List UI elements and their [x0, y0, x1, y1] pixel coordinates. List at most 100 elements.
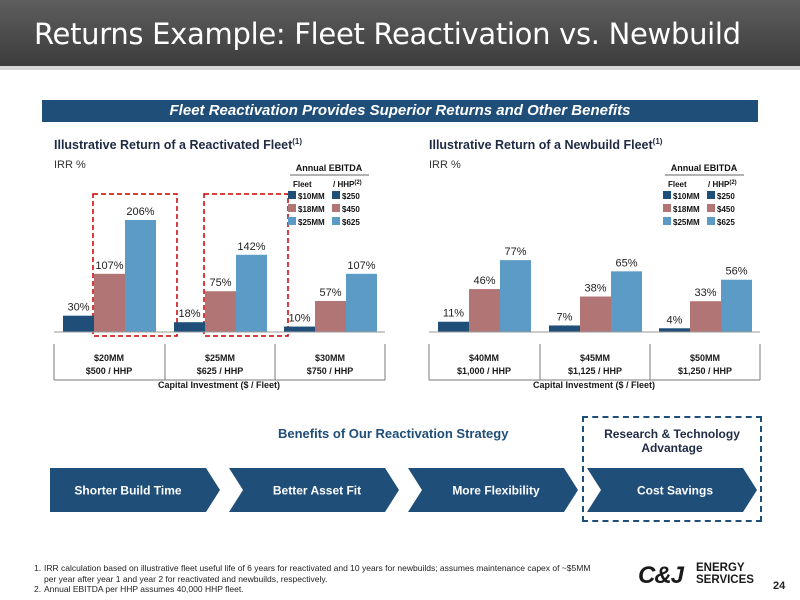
- y-axis-label: IRR %: [429, 159, 461, 171]
- x-tick-sublabel: $1,000 / HHP: [457, 366, 511, 376]
- legend-label: $25MM: [298, 218, 325, 227]
- bar: [690, 301, 721, 332]
- legend-swatch: [288, 204, 296, 212]
- research-technology-box: [582, 416, 762, 522]
- footnote-number: 1.: [34, 563, 42, 573]
- legend-swatch: [663, 191, 671, 199]
- chevron-label: More Flexibility: [452, 484, 540, 498]
- x-axis-label: Capital Investment ($ / Fleet): [533, 380, 655, 390]
- x-tick-label: $25MM: [205, 353, 235, 363]
- data-label: 65%: [615, 257, 637, 269]
- data-label: 11%: [443, 308, 464, 320]
- page-number: 24: [773, 580, 786, 592]
- chevron-label: Better Asset Fit: [273, 484, 361, 498]
- chevron-cost-savings: Cost Savings: [587, 468, 757, 512]
- legend-label: $250: [717, 192, 735, 201]
- legend-col-header: Fleet: [668, 180, 687, 189]
- legend-footnote-ref: (2): [729, 180, 736, 186]
- legend-label: $18MM: [298, 205, 325, 214]
- reactivated-fleet-chart: IRR % 30% 107% 206% 18% 75% 142% 10% 57% 107% $20M…: [53, 159, 386, 390]
- chevron-shorter-build-time: Shorter Build Time: [50, 468, 220, 512]
- bar: [469, 289, 500, 332]
- legend-label: $450: [717, 205, 735, 214]
- y-axis-label: IRR %: [54, 159, 86, 171]
- data-label: 77%: [504, 246, 526, 258]
- x-axis-label: Capital Investment ($ / Fleet): [158, 380, 280, 390]
- chart-title-text: Illustrative Return of a Newbuild Fleet: [429, 138, 653, 153]
- bar: [174, 322, 205, 332]
- legend-label: $25MM: [673, 218, 700, 227]
- bar: [500, 260, 531, 332]
- legend-label: $10MM: [298, 192, 325, 201]
- bar: [125, 220, 156, 332]
- bar: [346, 273, 377, 332]
- x-tick-sublabel: $1,125 / HHP: [568, 366, 622, 376]
- highlight-box: [92, 193, 178, 337]
- legend-label: $250: [342, 192, 360, 201]
- x-tick-label: $40MM: [469, 353, 499, 363]
- bar: [205, 291, 236, 332]
- logo-mark: C&J: [638, 562, 685, 589]
- x-tick-label: $50MM: [690, 353, 720, 363]
- legend-col-header: / HHP(2): [333, 180, 362, 189]
- data-label: 56%: [725, 266, 747, 278]
- research-heading-line: Research & Technology: [604, 427, 740, 441]
- chart-title-reactivated: Illustrative Return of a Reactivated Fle…: [54, 137, 302, 152]
- x-tick-sublabel: $1,250 / HHP: [678, 366, 732, 376]
- company-logo: C&J ENERGY SERVICES: [638, 562, 754, 589]
- legend-label: $18MM: [673, 205, 700, 214]
- bar: [284, 326, 315, 332]
- data-label: 142%: [237, 241, 265, 253]
- legend-swatch: [707, 191, 715, 199]
- header-divider: [0, 66, 800, 70]
- legend-label: $625: [717, 218, 735, 227]
- x-tick-sublabel: $750 / HHP: [307, 366, 354, 376]
- footnote-2: 2. Annual EBITDA per HHP assumes 40,000 …: [34, 584, 634, 595]
- slide-header: Returns Example: Fleet Reactivation vs. …: [0, 0, 800, 66]
- chevron-better-asset-fit: Better Asset Fit: [229, 468, 399, 512]
- data-label: 33%: [694, 287, 716, 299]
- data-label: 46%: [473, 275, 495, 287]
- data-label: 10%: [288, 313, 310, 325]
- section-banner: Fleet Reactivation Provides Superior Ret…: [42, 100, 758, 122]
- x-tick-label: $45MM: [580, 353, 610, 363]
- chart-title-newbuild: Illustrative Return of a Newbuild Fleet(…: [429, 137, 662, 152]
- legend-col-header: / HHP(2): [708, 180, 737, 189]
- data-label: 206%: [126, 206, 154, 218]
- data-label: 18%: [178, 308, 200, 320]
- chart-title-footnote-ref: (1): [652, 137, 663, 146]
- footnote-number: 2.: [34, 584, 42, 594]
- footnote-text: per year after year 1 and year 2 for rea…: [44, 573, 328, 584]
- legend-swatch: [707, 217, 715, 225]
- legend-col-header-text: / HHP: [708, 180, 730, 189]
- bar: [721, 279, 752, 332]
- newbuild-fleet-chart: IRR % 11% 46% 77% 7% 38% 65% 4% 33% 56% $40MM $1,00…: [428, 159, 761, 390]
- legend-col-header-text: / HHP: [333, 180, 355, 189]
- legend-col-header: Fleet: [293, 180, 312, 189]
- logo-line: ENERGY: [696, 562, 745, 574]
- x-tick-sublabel: $500 / HHP: [86, 366, 133, 376]
- bar: [611, 271, 642, 332]
- chevron-label: Cost Savings: [637, 484, 713, 498]
- legend-footnote-ref: (2): [354, 180, 361, 186]
- slide-title: Returns Example: Fleet Reactivation vs. …: [34, 17, 741, 51]
- chevron-more-flexibility: More Flexibility: [408, 468, 578, 512]
- bar: [236, 254, 267, 332]
- bar: [438, 321, 469, 332]
- legend-swatch: [663, 204, 671, 212]
- logo-line: SERVICES: [696, 574, 754, 586]
- data-label: 38%: [584, 283, 606, 295]
- bar: [549, 325, 580, 332]
- data-label: 4%: [667, 314, 683, 326]
- legend-title: Annual EBITDA: [671, 163, 738, 173]
- bar: [659, 328, 690, 332]
- legend-swatch: [288, 191, 296, 199]
- footnote-1: 1. IRR calculation based on illustrative…: [34, 563, 634, 584]
- x-tick-label: $20MM: [94, 353, 124, 363]
- footnote-text: Annual EBITDA per HHP assumes 40,000 HHP…: [44, 584, 244, 594]
- bar: [580, 296, 611, 332]
- legend-title: Annual EBITDA: [296, 163, 363, 173]
- highlight-box: [203, 193, 289, 337]
- x-tick-sublabel: $625 / HHP: [197, 366, 244, 376]
- research-heading-line: Advantage: [641, 441, 703, 455]
